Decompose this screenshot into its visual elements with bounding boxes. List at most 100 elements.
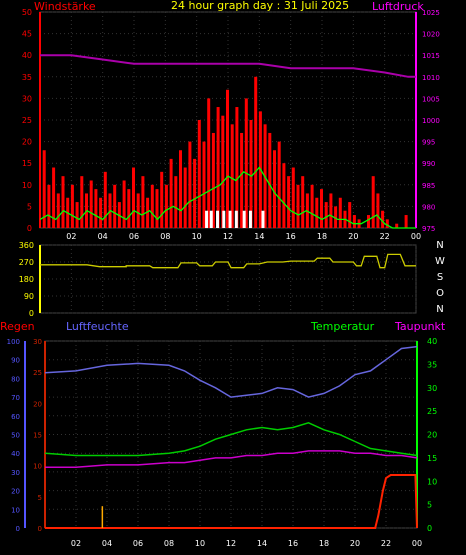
pressure-tick-label: 1020 [422,31,440,39]
x-tick-label: 16 [288,539,298,548]
x-tick-label: 00 [412,539,422,548]
wind-bar [235,107,239,228]
wind-bar [395,223,399,228]
wind-tick-label: 20 [22,138,32,147]
wind-bar [127,189,131,228]
wind-bar [70,184,74,228]
pressure-label: Luftdruck [372,0,424,13]
humidity-tick-label: 60 [11,413,20,421]
direction-tick-label: 270 [19,258,34,267]
wind-bar [75,202,79,228]
pressure-line [40,54,416,78]
wind-bar [211,132,215,228]
wind-tick-label: 10 [22,181,32,190]
gust-markers [205,210,265,228]
temperature-tick-label: 35 [427,360,437,369]
humidity-axis: 0 10 20 30 40 50 60 70 80 90 100 [7,338,26,533]
rain-total-line [45,474,418,529]
wind-bar [61,176,65,228]
rain-tick-label: 25 [33,369,42,377]
rain-tick-label: 30 [33,338,42,346]
temperature-tick-label: 0 [427,524,432,533]
wind-tick-label: 45 [22,30,32,39]
wind-bar [99,197,103,228]
x-tick-label: 02 [66,232,76,241]
regen-label: Regen [0,320,35,333]
rain-tick-label: 0 [38,525,42,533]
x-tick-label: 08 [164,539,174,548]
humidity-tick-label: 40 [11,450,20,458]
wind-bar [89,180,93,228]
humidity-tick-label: 20 [11,488,20,496]
temperature-tick-label: 25 [427,407,437,416]
wind-bar [315,197,319,228]
wind-tick-label: 30 [22,94,32,103]
wind-bar [324,202,328,228]
humidity-tick-label: 100 [7,338,20,346]
wind-axis: 0 5 10 15 20 25 30 35 40 45 50 [22,8,41,233]
pressure-tick-label: 1010 [422,74,440,82]
wind-bar [103,171,107,228]
wind-bar [277,141,281,228]
temperature-tick-label: 40 [427,337,437,346]
pressure-tick-label: 980 [422,203,435,211]
compass-n-label: N [436,304,443,315]
x-tick-label: 20 [348,232,358,241]
wind-bar [169,158,173,228]
pressure-tick-label: 975 [422,225,435,233]
wind-bar [376,193,380,228]
humidity-tick-label: 0 [16,525,20,533]
wind-bar [188,141,192,228]
wind-tick-label: 50 [22,8,32,17]
wind-bar [80,176,84,228]
wind-bar [94,189,98,228]
rain-tick-label: 20 [33,400,42,408]
compass-w-label: W [435,256,445,267]
gust-marker [261,210,265,228]
wind-average-line [39,166,416,229]
wind-bar [141,176,145,228]
x-tick-label: 16 [286,232,296,241]
wind-bar [291,167,295,228]
humidity-line [44,345,418,398]
wind-tick-label: 25 [22,116,32,125]
x-tick-label: 08 [160,232,170,241]
page-title: 24 hour graph day : 31 Juli 2025 [171,0,349,12]
wind-bar [296,184,300,228]
humidity-tick-label: 90 [11,357,20,365]
rain-tick-label: 15 [33,432,42,440]
gust-marker [228,210,232,228]
wind-tick-label: 35 [22,73,32,82]
wind-bar [179,150,182,228]
humidity-tick-label: 70 [11,394,20,402]
wind-bar [132,167,135,228]
rain-tick-label: 5 [38,494,42,502]
direction-tick-label: 180 [19,275,34,284]
dewpoint-line [45,450,418,468]
direction-line [40,253,416,269]
wind-bar [56,193,60,228]
wind-bar [404,215,408,228]
pressure-axis: 975 980 985 990 995 1000 1005 1010 1015 1020 1025 [415,9,440,233]
wind-bar [164,184,168,228]
x-tick-label: 22 [380,232,390,241]
gust-marker [209,210,213,228]
x-tick-label: 06 [133,539,143,548]
wind-bar [193,158,197,228]
gust-marker [248,210,252,228]
x-tick-label: 20 [350,539,360,548]
temperature-tick-label: 15 [427,454,437,463]
wind-bar [385,219,389,228]
pressure-tick-label: 985 [422,182,435,190]
wind-bar [202,141,206,228]
x-tick-label: 00 [411,232,421,241]
direction-axis: 0 90 180 270 360 [19,241,41,318]
x-tick-label: 12 [223,232,233,241]
wind-tick-label: 15 [22,159,32,168]
taupunkt-label: Taupunkt [394,320,446,333]
wind-bar [310,184,314,228]
wind-bar [240,132,244,228]
gust-marker [216,210,220,228]
wind-x-ticks: 02 04 06 08 10 12 14 16 18 20 22 00 [66,232,421,241]
